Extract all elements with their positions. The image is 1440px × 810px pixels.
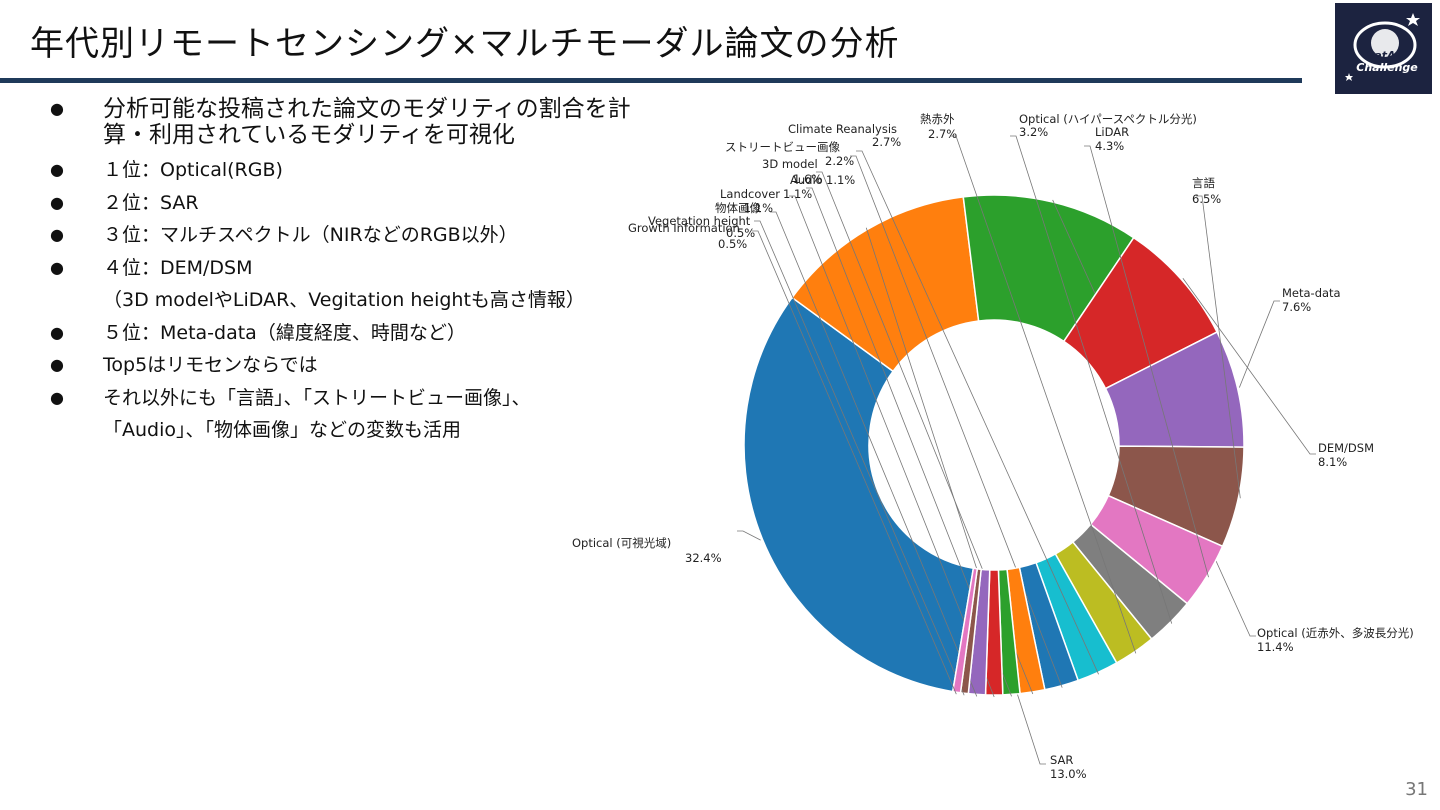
leader-line (754, 220, 965, 696)
slice-label: 言語 (1192, 176, 1215, 190)
slice-label: Audio (790, 173, 823, 187)
leader-line (1182, 277, 1316, 455)
bullet-dot-icon: ● (50, 225, 64, 244)
bullet-item: ● ３位：マルチスペクトル（NIRなどのRGB以外） (50, 219, 730, 252)
leader-line (856, 150, 1099, 675)
slice-percent-label: 7.6% (1282, 300, 1311, 314)
slice-label: DEM/DSM (1318, 441, 1374, 455)
leader-line (1010, 135, 1173, 624)
bullet-dot-icon: ● (50, 257, 64, 277)
slice-label: Growth Information (628, 221, 740, 235)
bullet-list: ● 分析可能な投稿された論文のモダリティの割合を計 算・利用されているモダリティを可… (50, 88, 730, 447)
slice-label: LiDAR (1095, 125, 1129, 139)
bullet-dot-icon: ● (50, 99, 64, 118)
bullet-dot-icon: ● (50, 387, 64, 407)
slice-percent-label: 0.5% (726, 226, 755, 240)
page-number: 31 (1405, 779, 1428, 800)
slice-percent-label: 3.2% (1019, 125, 1048, 139)
slice-label: ストリートビュー画像 (725, 140, 840, 154)
bullet-item: ● ２位：SAR (50, 187, 730, 220)
leader-line (1238, 300, 1280, 388)
bullet-text: ２位：SAR (103, 191, 199, 214)
leader-line (865, 227, 1046, 765)
bullet-text: 「Audio」、「物体画像」などの変数も活用 (103, 419, 462, 441)
slice-label: Optical (近赤外、多波長分光) (1257, 626, 1414, 640)
leader-line (752, 230, 957, 695)
bullet-text: ４位：DEM/DSM (103, 256, 253, 279)
bullet-item: 「Audio」、「物体画像」などの変数も活用 (50, 414, 730, 447)
bullet-item: ● 分析可能な投稿された論文のモダリティの割合を計 算・利用されているモダリティを可… (50, 96, 730, 148)
donut-slice (951, 567, 979, 694)
slice-percent-label: 2.7% (928, 127, 957, 141)
slice-percent-label: 0.5% (718, 237, 747, 251)
slice-percent-label: 1.1% (826, 173, 855, 187)
bullet-item: ● ４位：DEM/DSM (50, 252, 730, 285)
donut-slice (791, 196, 980, 373)
slice-percent-label: 2.2% (825, 154, 854, 168)
leader-line (1084, 145, 1209, 578)
bullet-text: 算・利用されているモダリティを可視化 (103, 122, 515, 148)
slice-label: Optical (ハイパースペクトル分光) (1019, 112, 1197, 126)
slice-percent-label: 1.6% (793, 172, 822, 186)
slice-label: Landcover (720, 187, 780, 201)
leader-line (816, 171, 1034, 695)
bullet-text: Top5はリモセンならでは (103, 354, 318, 376)
bullet-text: （3D modelやLiDAR、Vegitation heightも高さ情報） (103, 289, 585, 311)
slice-label: Climate Reanalysis (788, 122, 897, 136)
leader-line (806, 187, 1012, 697)
title-underline (0, 78, 1302, 83)
slice-label: 3D model (762, 157, 818, 171)
slice-percent-label: 4.3% (1095, 139, 1124, 153)
bullet-dot-icon: ● (50, 160, 64, 179)
slice-label: Meta-data (1282, 286, 1341, 300)
slice-percent-label: 32.4% (685, 551, 722, 565)
slice-percent-label: 1.1% (744, 201, 773, 215)
donut-slice (743, 296, 975, 693)
bullet-item: ● Top5はリモセンならでは (50, 349, 730, 382)
satai-challenge-logo: SatAI Challenge (1335, 3, 1432, 94)
bullet-text: 分析可能な投稿された論文のモダリティの割合を計 (103, 96, 631, 122)
slice-label: SAR (1050, 753, 1073, 767)
slice-percent-label: 2.7% (872, 135, 901, 149)
slice-label: 熱赤外 (920, 112, 955, 126)
slice-label: Optical (可視光域) (572, 536, 671, 550)
svg-text:Challenge: Challenge (1356, 61, 1418, 74)
leader-line (950, 135, 1137, 654)
logo-graphic: SatAI Challenge (1335, 3, 1432, 94)
slice-label: Vegetation height (648, 214, 751, 228)
bullet-text: それ以外にも「言語」、「ストリートビュー画像」、 (103, 386, 531, 409)
bullet-text: ３位：マルチスペクトル（NIRなどのRGB以外） (103, 224, 518, 246)
bullet-item: ● １位：Optical(RGB) (50, 154, 730, 187)
bullet-text: １位：Optical(RGB) (103, 159, 283, 181)
bullet-item: ● ５位：Meta-data（緯度経度、時間など） (50, 317, 730, 350)
bullet-dot-icon: ● (50, 322, 64, 342)
slice-percent-label: 8.1% (1318, 455, 1347, 469)
bullet-text: ５位：Meta-data（緯度経度、時間など） (103, 321, 466, 344)
slice-percent-label: 11.4% (1257, 640, 1294, 654)
leader-line (850, 155, 1063, 688)
bullet-dot-icon: ● (50, 192, 64, 212)
page-title: 年代別リモートセンシング×マルチモーダル論文の分析 (30, 24, 900, 64)
bullet-dot-icon: ● (50, 355, 64, 374)
leader-line (737, 530, 761, 541)
svg-text:SatAI: SatAI (1366, 49, 1399, 62)
slice-percent-label: 6.5% (1192, 192, 1221, 206)
bullet-item: ● それ以外にも「言語」、「ストリートビュー画像」、 (50, 382, 730, 415)
slice-label: 物体画像 (715, 201, 761, 215)
slice-percent-label: 13.0% (1050, 767, 1087, 781)
bullet-item: （3D modelやLiDAR、Vegitation heightも高さ情報） (50, 284, 730, 317)
leader-line (770, 211, 978, 697)
leader-line (1196, 195, 1241, 499)
leader-line (789, 195, 995, 698)
slice-percent-label: 1.1% (783, 187, 812, 201)
